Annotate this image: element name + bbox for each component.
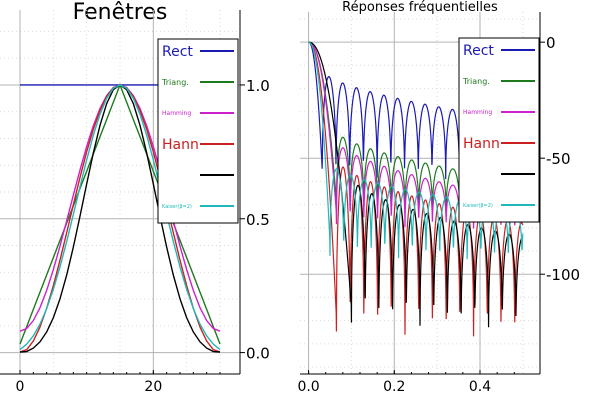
y-tick-label: 1.0	[246, 77, 270, 95]
legend-label-triang: Triang.	[161, 78, 189, 87]
chart-frequency-responses: Réponses fréquentielles 0 -50 -100 0.0 0.2 0.…	[297, 0, 580, 395]
x-tick-label: 0	[16, 379, 25, 395]
ticks-windows: 0.0 0.5 1.0 0 20	[16, 77, 270, 395]
legend-label-rect: Rect	[463, 43, 494, 59]
y-tick-label: -100	[546, 266, 580, 284]
legend-windows: Rect Triang. Hamming Hann Kaiser(β=2)	[157, 38, 239, 224]
y-tick-label: 0.5	[246, 211, 270, 229]
y-tick-label: 0.0	[246, 345, 270, 363]
x-tick-label: 20	[144, 379, 162, 395]
legend-label-triang: Triang.	[462, 77, 490, 86]
chart-title-windows: Fenêtres	[73, 0, 168, 25]
legend-label-hann: Hann	[463, 136, 500, 152]
x-tick-label: 0.0	[297, 379, 319, 395]
y-tick-label: -50	[546, 150, 571, 168]
chart-windows: Fenêtres 0.0 0.5 1.0 0 20 Rect Triang. Hamming…	[0, 0, 270, 395]
ticks-frequency-responses: 0 -50 -100 0.0 0.2 0.4	[297, 34, 580, 395]
legend-label-hamming: Hamming	[463, 109, 492, 116]
y-tick-label: 0	[546, 34, 556, 52]
series-line-kaiser-2	[19, 84, 221, 351]
legend-box	[458, 37, 540, 223]
chart-title-frequency-responses: Réponses fréquentielles	[342, 0, 498, 15]
legend-label-kaiser-2: Kaiser(β=2)	[463, 203, 493, 209]
x-tick-label: 0.2	[383, 379, 405, 395]
legend-label-hann: Hann	[162, 137, 199, 153]
series-lines-windows	[19, 82, 221, 353]
legend-frequency-responses: Rect Triang. Hamming Hann Kaiser(β=2)	[458, 37, 540, 223]
legend-label-kaiser-2: Kaiser(β=2)	[162, 204, 192, 210]
legend-box	[157, 38, 239, 224]
legend-label-rect: Rect	[162, 44, 193, 60]
x-tick-label: 0.4	[469, 379, 491, 395]
legend-label-hamming: Hamming	[162, 110, 191, 117]
